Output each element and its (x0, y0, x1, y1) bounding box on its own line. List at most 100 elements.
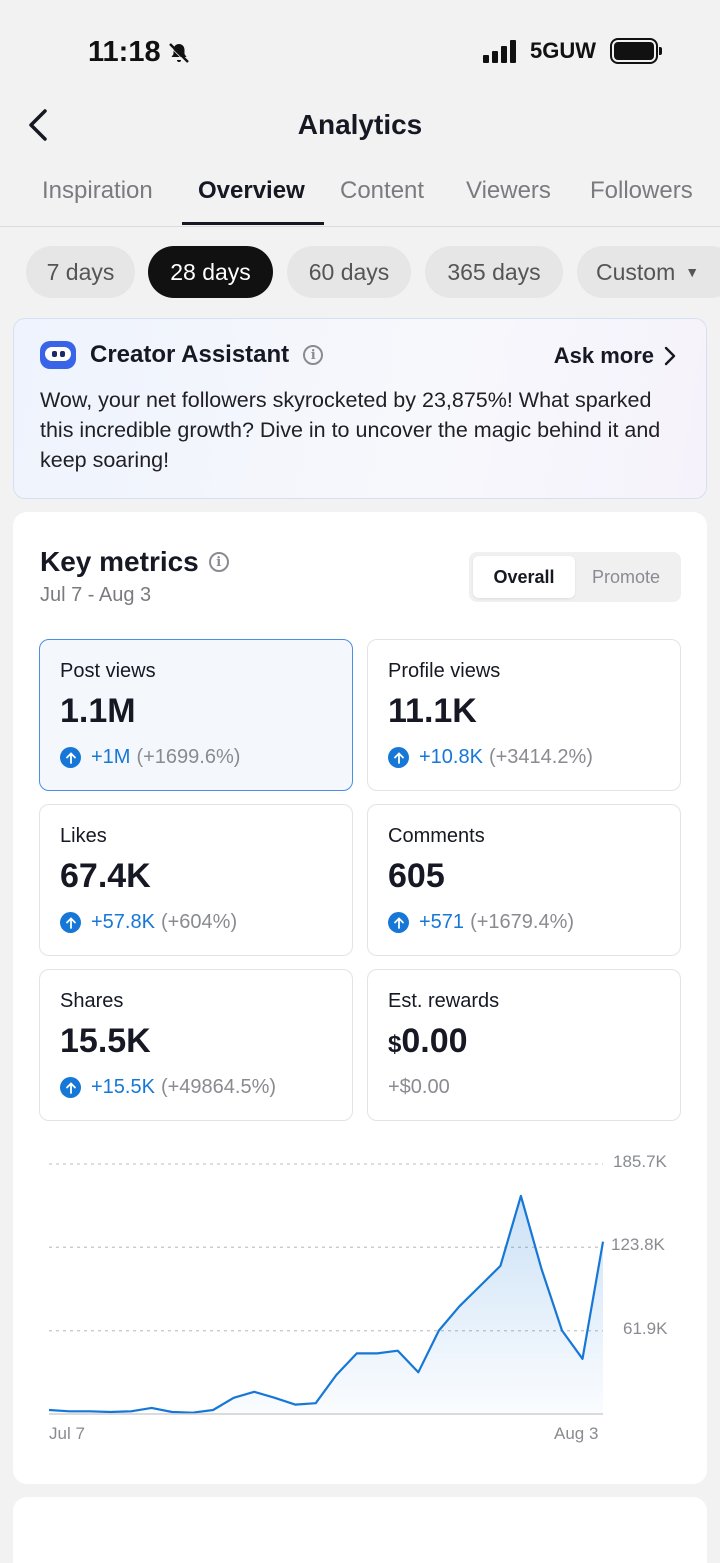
status-bar: 11:18 5GUW (0, 0, 720, 100)
info-icon[interactable]: i (208, 552, 229, 572)
cellular-signal-icon (483, 39, 516, 63)
assistant-header: Creator Assistant i (40, 341, 324, 369)
arrow-up-icon (60, 1077, 81, 1098)
caret-down-icon: ▼ (685, 264, 700, 280)
y-tick-label: 61.9K (623, 1319, 668, 1338)
metric-label: Post views (60, 660, 156, 682)
metric-change: +10.8K (+3414.2%) (388, 746, 593, 769)
bell-muted-icon (167, 42, 189, 64)
range-chip-365-days[interactable]: 365 days (425, 246, 563, 298)
key-metrics-title: Key metrics (40, 546, 199, 577)
chart-series-line (48, 1194, 605, 1414)
metric-tile-profile-views[interactable]: Profile views 11.1K +10.8K (+3414.2%) (367, 639, 681, 791)
back-button[interactable] (20, 103, 56, 147)
ask-more-label: Ask more (553, 343, 654, 368)
chart-svg (48, 1163, 605, 1415)
range-chip-label: 60 days (308, 258, 390, 285)
chevron-left-icon (29, 109, 47, 141)
tab-overview[interactable]: Overview (198, 177, 305, 204)
metric-change: +$0.00 (388, 1076, 450, 1099)
x-tick-label: Jul 7 (49, 1424, 85, 1443)
status-indicators: 5GUW (483, 38, 662, 64)
y-tick-label: 185.7K (613, 1152, 667, 1171)
arrow-up-icon (60, 912, 81, 933)
post-views-chart: 185.7K 123.8K 61.9K Jul 7 Aug 3 (13, 1142, 707, 1443)
toggle-overall[interactable]: Overall (473, 556, 575, 598)
metric-change-percent: (+3414.2%) (488, 746, 593, 768)
metric-tile-comments[interactable]: Comments 605 +571 (+1679.4%) (367, 804, 681, 956)
metric-change: +57.8K (+604%) (60, 911, 237, 934)
arrow-up-icon (60, 747, 81, 768)
chart-area-fill (49, 1195, 603, 1414)
tab-inspiration[interactable]: Inspiration (42, 177, 153, 204)
metric-value: 605 (388, 857, 445, 895)
metric-label: Likes (60, 825, 107, 847)
creator-assistant-card: Creator Assistant i Ask more Wow, your n… (13, 318, 707, 499)
chevron-right-icon (664, 346, 676, 366)
info-icon[interactable]: i (303, 345, 324, 365)
tab-followers[interactable]: Followers (590, 177, 693, 204)
metric-change-percent: (+1699.6%) (136, 746, 241, 768)
metric-value: $0.00 (388, 1022, 468, 1061)
tab-bar: Inspiration Overview Content Viewers Fol… (0, 165, 720, 227)
range-chip-label: 7 days (46, 258, 115, 285)
metric-change: +571 (+1679.4%) (388, 911, 574, 934)
range-chip-label: 365 days (447, 258, 541, 285)
metric-label: Profile views (388, 660, 501, 682)
key-metrics-card: Key metrics i Jul 7 - Aug 3 Overall Prom… (13, 512, 707, 1484)
range-chip-label: Custom (596, 258, 676, 285)
metric-value: 1.1M (60, 692, 136, 730)
metric-change-percent: (+49864.5%) (160, 1076, 277, 1098)
metric-change-value: +$0.00 (388, 1076, 450, 1098)
metric-tile-shares[interactable]: Shares 15.5K +15.5K (+49864.5%) (39, 969, 353, 1121)
range-chip-7-days[interactable]: 7 days (26, 246, 135, 298)
metric-tile-post-views[interactable]: Post views 1.1M +1M (+1699.6%) (39, 639, 353, 791)
range-chip-label: 28 days (170, 258, 251, 285)
metric-value: 11.1K (388, 692, 477, 730)
tab-viewers[interactable]: Viewers (466, 177, 551, 204)
metric-value: 67.4K (60, 857, 151, 895)
date-range-selector: 7 days 28 days 60 days 365 days Custom ▼ (26, 246, 720, 298)
overall-promote-toggle: Overall Promote (469, 552, 681, 602)
range-chip-custom[interactable]: Custom ▼ (577, 246, 720, 298)
ask-more-link[interactable]: Ask more (554, 343, 676, 369)
metric-change-value: +15.5K (91, 1076, 155, 1098)
status-time: 11:18 (88, 36, 161, 68)
y-tick-label: 123.8K (611, 1235, 665, 1254)
metric-change-value: +57.8K (91, 911, 155, 933)
currency-symbol: $ (388, 1031, 402, 1058)
metric-label: Comments (388, 825, 485, 847)
metric-change-value: +1M (91, 746, 131, 768)
page-title: Analytics (297, 109, 423, 140)
metric-label: Est. rewards (388, 990, 500, 1012)
metric-change-value: +571 (419, 911, 465, 933)
metric-change: +15.5K (+49864.5%) (60, 1076, 276, 1099)
chart-grid (49, 1163, 603, 1332)
range-chip-60-days[interactable]: 60 days (287, 246, 411, 298)
metric-value: 15.5K (60, 1022, 151, 1060)
key-metrics-date-range: Jul 7 - Aug 3 (40, 584, 152, 606)
arrow-up-icon (388, 747, 409, 768)
status-time-group: 11:18 (88, 36, 191, 69)
active-tab-indicator (182, 222, 324, 225)
x-tick-label: Aug 3 (554, 1424, 599, 1443)
metric-change-percent: (+604%) (160, 911, 238, 933)
metric-label: Shares (60, 990, 124, 1012)
metric-change: +1M (+1699.6%) (60, 746, 240, 769)
assistant-title: Creator Assistant (90, 341, 290, 368)
tab-content[interactable]: Content (340, 177, 425, 204)
key-metrics-heading: Key metrics i (40, 546, 229, 578)
next-section-card (13, 1497, 707, 1563)
arrow-up-icon (388, 912, 409, 933)
network-type: 5GUW (530, 38, 596, 63)
metric-change-value: +10.8K (419, 746, 483, 768)
metric-tile-est-rewards[interactable]: Est. rewards $0.00 +$0.00 (367, 969, 681, 1121)
metric-value-number: 0.00 (401, 1022, 468, 1060)
range-chip-28-days[interactable]: 28 days (148, 246, 273, 298)
header: Analytics (0, 95, 720, 155)
toggle-promote[interactable]: Promote (591, 566, 661, 587)
assistant-message: Wow, your net followers skyrocketed by 2… (40, 388, 661, 472)
metric-tile-likes[interactable]: Likes 67.4K +57.8K (+604%) (39, 804, 353, 956)
battery-icon (610, 38, 662, 64)
assistant-bot-icon (40, 341, 76, 369)
